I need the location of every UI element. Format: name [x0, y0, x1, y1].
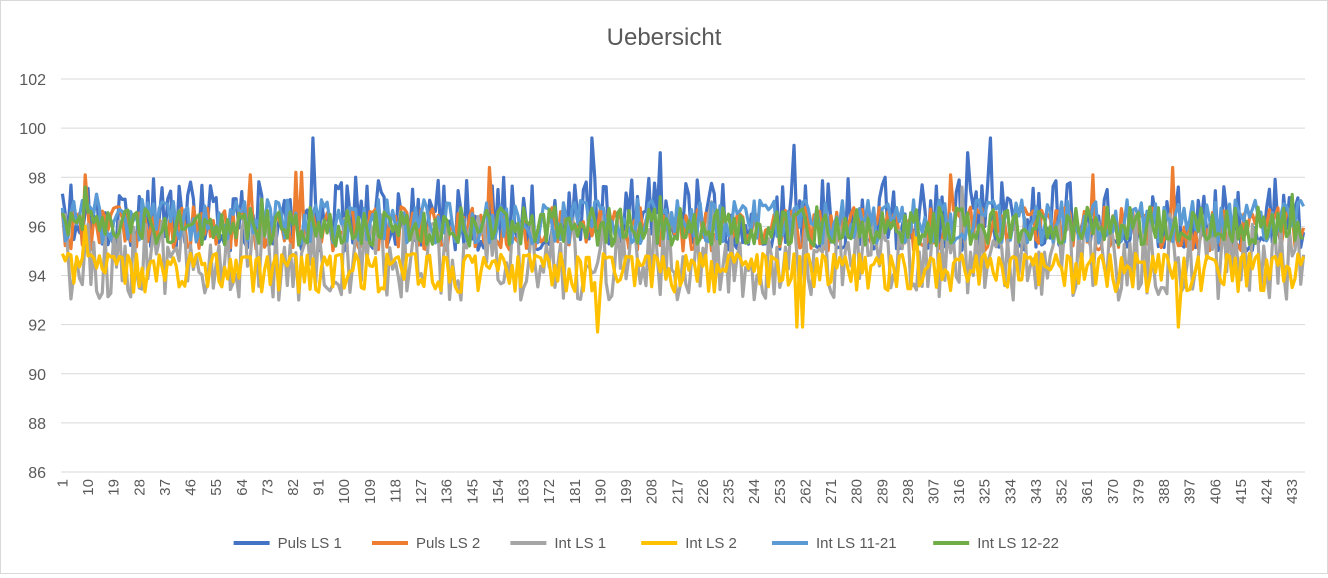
x-tick-label: 172: [541, 479, 558, 504]
x-tick-label: 334: [1002, 479, 1019, 504]
x-tick-label: 370: [1105, 479, 1122, 504]
x-tick-label: 37: [157, 479, 174, 496]
x-tick-label: 145: [464, 479, 481, 504]
x-tick-label: 253: [772, 479, 789, 504]
legend-label: Puls LS 2: [416, 535, 480, 552]
y-tick-label: 88: [28, 416, 46, 433]
x-tick-label: 307: [926, 479, 943, 504]
legend-label: Int LS 2: [685, 535, 737, 552]
x-tick-label: 109: [362, 479, 379, 504]
series-line: [60, 192, 1306, 246]
legend-label: Int LS 1: [554, 535, 606, 552]
x-tick-label: 280: [849, 479, 866, 504]
y-tick-label: 86: [28, 465, 46, 482]
x-tick-label: 298: [900, 479, 917, 504]
y-tick-label: 98: [28, 170, 46, 187]
x-tick-label: 316: [951, 479, 968, 504]
y-tick-label: 94: [28, 269, 46, 286]
x-tick-label: 352: [1054, 479, 1071, 504]
x-tick-label: 325: [977, 479, 994, 504]
x-tick-label: 136: [439, 479, 456, 504]
series-lines: [60, 136, 1306, 334]
x-tick-label: 100: [336, 479, 353, 504]
x-tick-label: 271: [823, 479, 840, 504]
x-tick-label: 118: [387, 479, 404, 503]
x-tick-label: 73: [259, 479, 276, 496]
x-tick-label: 388: [1156, 479, 1173, 504]
x-tick-label: 343: [1028, 479, 1045, 504]
x-tick-label: 163: [516, 479, 533, 504]
x-tick-label: 397: [1182, 479, 1199, 504]
legend-label: Int LS 11-21: [816, 535, 897, 552]
y-tick-label: 92: [28, 318, 46, 335]
x-axis: 1 10 19 28 37 46 55 64 73 82 91 100 109 118 127 136 145 1…: [54, 479, 1301, 504]
x-tick-label: 289: [874, 479, 891, 504]
legend-label: Puls LS 1: [278, 535, 342, 552]
x-tick-label: 28: [131, 479, 148, 496]
x-tick-label: 1: [54, 479, 71, 487]
x-tick-label: 46: [183, 479, 200, 496]
x-tick-label: 379: [1130, 479, 1147, 504]
x-tick-label: 199: [618, 479, 635, 504]
x-tick-label: 361: [1079, 479, 1096, 504]
chart-title: Uebersicht: [607, 24, 722, 51]
x-tick-label: 127: [413, 479, 430, 504]
x-tick-label: 406: [1207, 479, 1224, 504]
y-tick-label: 96: [28, 219, 46, 236]
x-tick-label: 433: [1284, 479, 1301, 504]
x-tick-label: 415: [1233, 479, 1250, 504]
x-tick-label: 64: [234, 479, 251, 496]
legend: Puls LS 1 Puls LS 2 Int LS 1 Int LS 2 Int LS…: [233, 535, 1059, 552]
x-tick-label: 10: [80, 479, 97, 496]
x-tick-label: 235: [721, 479, 738, 504]
x-tick-label: 154: [490, 479, 507, 504]
y-tick-label: 100: [19, 121, 46, 138]
x-tick-label: 217: [669, 479, 686, 504]
y-axis: 86 88 90 92 94 96 98 100 102: [19, 72, 46, 482]
x-tick-label: 181: [567, 479, 584, 504]
series-line: [60, 224, 1306, 334]
x-tick-label: 19: [106, 479, 123, 496]
x-tick-label: 208: [644, 479, 661, 504]
x-tick-label: 424: [1259, 479, 1276, 504]
x-tick-label: 262: [797, 479, 814, 504]
x-tick-label: 226: [695, 479, 712, 504]
x-tick-label: 55: [208, 479, 225, 496]
x-tick-label: 244: [746, 479, 763, 504]
y-tick-label: 102: [19, 72, 46, 89]
y-tick-label: 90: [28, 367, 46, 384]
legend-label: Int LS 12-22: [977, 535, 1059, 552]
x-tick-label: 91: [311, 479, 328, 496]
x-tick-label: 82: [285, 479, 302, 496]
series-line: [60, 185, 1304, 248]
x-tick-label: 190: [592, 479, 609, 504]
